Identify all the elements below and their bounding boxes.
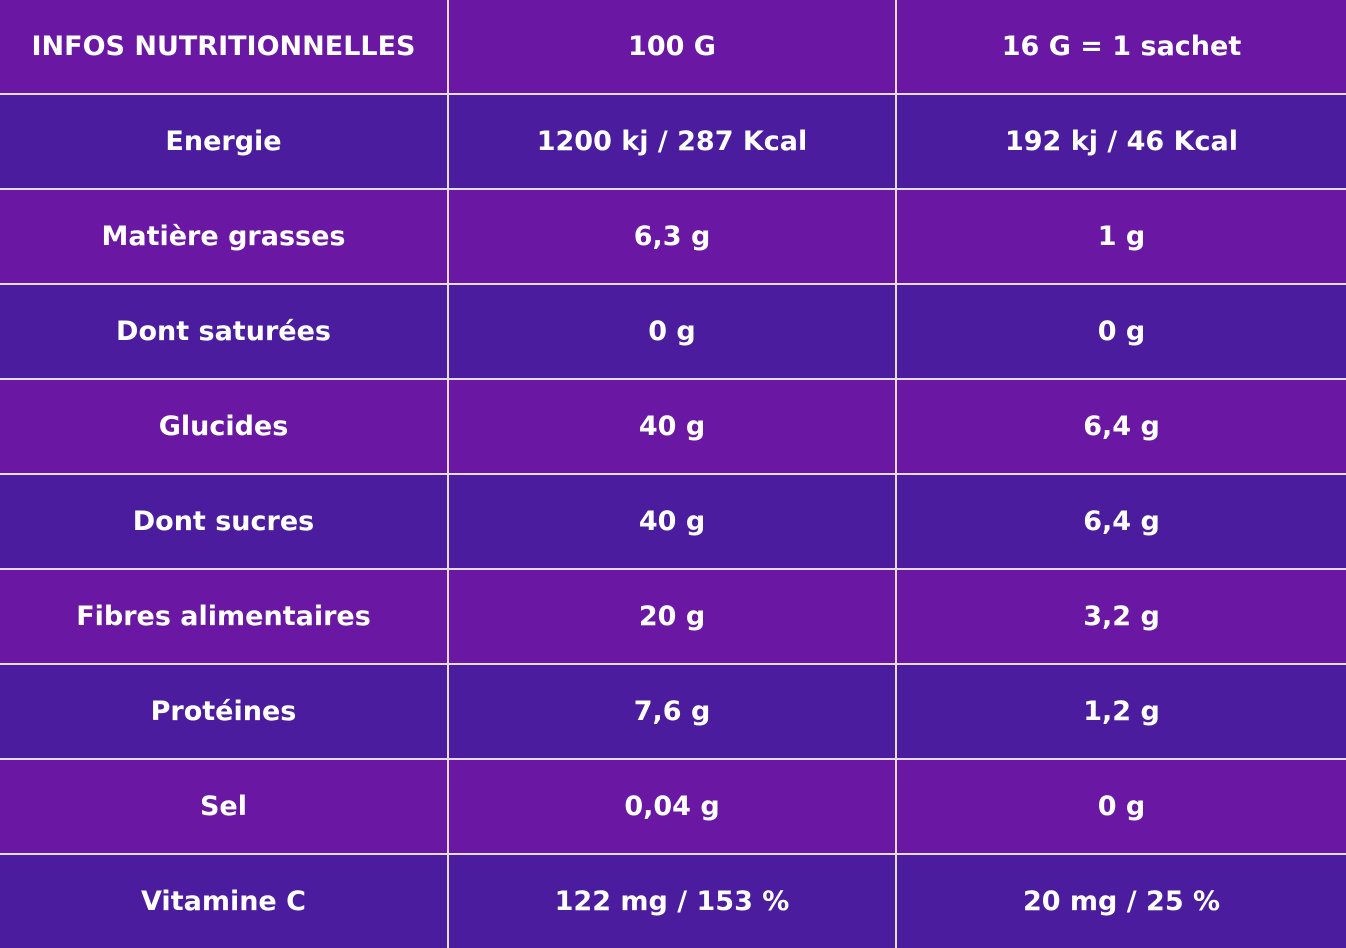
per-sachet-cell: 192 kj / 46 Kcal xyxy=(895,92,1346,190)
per-100g-cell: 7,6 g xyxy=(447,662,897,760)
per-sachet-cell: 1,2 g xyxy=(895,662,1346,760)
per-sachet-cell: 6,4 g xyxy=(895,377,1346,475)
per-100g-cell: 0,04 g xyxy=(447,757,897,855)
per-100g-cell: 0 g xyxy=(447,282,897,380)
nutrient-name-cell: Energie xyxy=(0,92,449,190)
nutrient-name-cell: Protéines xyxy=(0,662,449,760)
nutrient-name-cell: Glucides xyxy=(0,377,449,475)
nutrient-name-cell: Matière grasses xyxy=(0,187,449,285)
header-cell-100g: 100 G xyxy=(447,0,897,95)
nutrient-name-cell: Fibres alimentaires xyxy=(0,567,449,665)
header-row: INFOS NUTRITIONNELLES 100 G 16 G = 1 sac… xyxy=(0,0,1346,95)
per-100g-cell: 122 mg / 153 % xyxy=(447,852,897,948)
per-100g-cell: 40 g xyxy=(447,472,897,570)
table-row: Energie 1200 kj / 287 Kcal 192 kj / 46 Kca… xyxy=(0,92,1346,190)
nutrient-name-cell: Vitamine C xyxy=(0,852,449,948)
table-row: Glucides 40 g 6,4 g xyxy=(0,377,1346,475)
per-sachet-cell: 6,4 g xyxy=(895,472,1346,570)
nutrient-name-cell: Sel xyxy=(0,757,449,855)
table-row: Protéines 7,6 g 1,2 g xyxy=(0,662,1346,760)
table-row: Fibres alimentaires 20 g 3,2 g xyxy=(0,567,1346,665)
header-cell-sachet: 16 G = 1 sachet xyxy=(895,0,1346,95)
per-sachet-cell: 0 g xyxy=(895,757,1346,855)
nutrient-name-cell: Dont sucres xyxy=(0,472,449,570)
per-sachet-cell: 0 g xyxy=(895,282,1346,380)
per-100g-cell: 6,3 g xyxy=(447,187,897,285)
table-row: Dont sucres 40 g 6,4 g xyxy=(0,472,1346,570)
per-sachet-cell: 3,2 g xyxy=(895,567,1346,665)
per-100g-cell: 1200 kj / 287 Kcal xyxy=(447,92,897,190)
per-sachet-cell: 20 mg / 25 % xyxy=(895,852,1346,948)
header-cell-label: INFOS NUTRITIONNELLES xyxy=(0,0,449,95)
table-row: Vitamine C 122 mg / 153 % 20 mg / 25 % xyxy=(0,852,1346,948)
per-100g-cell: 20 g xyxy=(447,567,897,665)
per-sachet-cell: 1 g xyxy=(895,187,1346,285)
per-100g-cell: 40 g xyxy=(447,377,897,475)
nutrient-name-cell: Dont saturées xyxy=(0,282,449,380)
